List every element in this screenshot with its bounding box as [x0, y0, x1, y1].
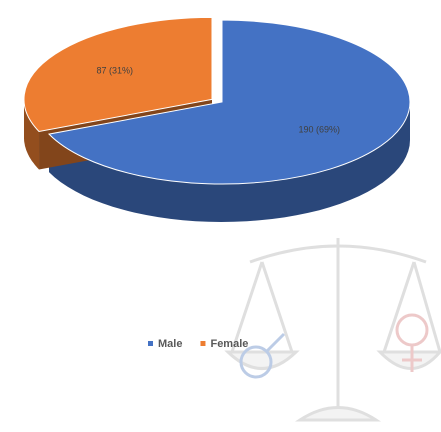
- slice: [48, 19, 411, 185]
- legend-swatch: [200, 341, 206, 346]
- legend-swatch: [148, 341, 153, 346]
- legend-label: Male: [158, 338, 182, 350]
- data-label: 190 (69%): [298, 124, 340, 134]
- slice-side: [49, 102, 410, 222]
- pie: 190 (69%) 87 (31%): [23, 16, 411, 222]
- data-label: 87 (31%): [96, 66, 133, 76]
- legend-label: Female: [210, 338, 248, 350]
- slice: [23, 16, 213, 133]
- legend: Male Female: [148, 338, 248, 350]
- scale-illustration: [224, 238, 441, 422]
